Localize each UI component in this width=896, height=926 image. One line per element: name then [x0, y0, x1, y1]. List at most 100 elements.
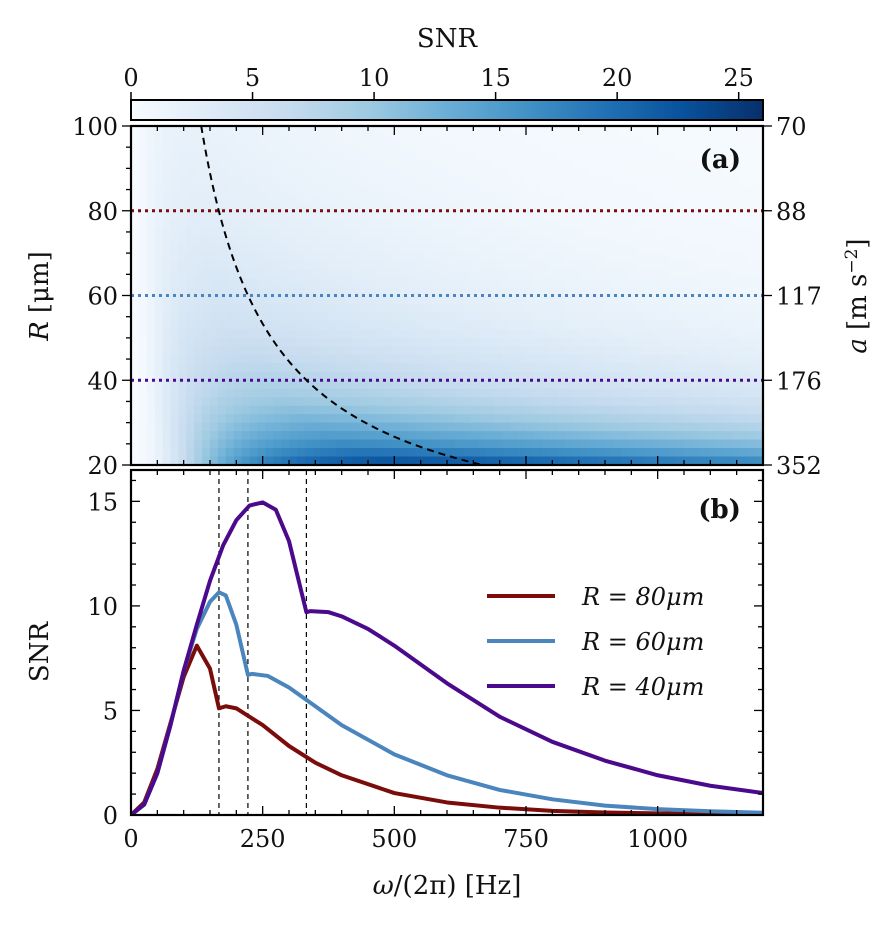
heatmap-cell — [407, 439, 416, 449]
heatmap-cell — [225, 202, 235, 212]
heatmap-cell — [605, 210, 614, 220]
heatmap-cell — [549, 320, 559, 330]
heatmap-cell — [691, 312, 701, 322]
heatmap-cell — [431, 168, 440, 178]
heatmap-cell — [605, 337, 614, 347]
heatmap-cell — [328, 278, 337, 288]
heatmap-cell — [502, 176, 511, 186]
heatmap-cell — [628, 303, 638, 314]
heatmap-cell — [628, 151, 638, 161]
heatmap-cell — [233, 236, 243, 246]
heatmap-cell — [494, 380, 503, 390]
heatmap-cell — [170, 287, 179, 297]
heatmap-cell — [541, 176, 551, 186]
heatmap-cell — [210, 159, 219, 169]
panel-b-label: (b) — [698, 495, 741, 525]
heatmap-cell — [605, 219, 614, 229]
heatmap-cell — [131, 176, 140, 186]
heatmap-cell — [217, 380, 227, 390]
heatmap-cell — [597, 227, 606, 237]
heatmap-cell — [312, 388, 322, 398]
heatmap-cell — [225, 354, 235, 364]
heatmap-cell — [391, 388, 401, 398]
heatmap-cell — [518, 380, 527, 390]
heatmap-cell — [399, 312, 409, 322]
heatmap-cell — [747, 456, 756, 465]
heatmap-cell — [186, 193, 195, 203]
heatmap-cell — [210, 278, 219, 288]
heatmap-cell — [691, 219, 701, 229]
heatmap-cell — [557, 261, 567, 271]
heatmap-cell — [249, 244, 258, 254]
heatmap-cell — [557, 312, 567, 322]
heatmap-cell — [715, 159, 725, 169]
heatmap-cell — [755, 397, 763, 407]
heatmap-cell — [344, 185, 353, 195]
heatmap-cell — [668, 363, 677, 373]
heatmap-cell — [138, 295, 148, 305]
heatmap-cell — [344, 422, 353, 432]
heatmap-cell — [249, 236, 258, 246]
heatmap-cell — [304, 185, 314, 195]
heatmap-cell — [154, 405, 164, 415]
heatmap-cell — [178, 448, 187, 458]
heatmap-cell — [233, 448, 243, 458]
heatmap-cell — [502, 329, 511, 339]
heatmap-cell — [399, 380, 409, 390]
heatmap-cell — [281, 388, 290, 398]
heatmap-cell — [170, 414, 179, 424]
heatmap-cell — [415, 397, 424, 407]
colorbar-cell — [304, 100, 310, 120]
heatmap-cell — [715, 380, 725, 390]
heatmap-cell — [494, 244, 503, 254]
heatmap-cell — [510, 151, 519, 161]
heatmap-cell — [731, 202, 740, 212]
heatmap-cell — [273, 159, 282, 169]
heatmap-cell — [478, 236, 488, 246]
heatmap-cell — [423, 405, 432, 415]
heatmap-cell — [612, 236, 622, 246]
heatmap-cell — [723, 431, 732, 441]
heatmap-cell — [391, 278, 401, 288]
heatmap-cell — [375, 439, 385, 449]
heatmap-cell — [415, 244, 424, 254]
heatmap-cell — [549, 303, 559, 314]
heatmap-cell — [336, 126, 345, 136]
heatmap-cell — [320, 202, 330, 212]
heatmap-cell — [146, 439, 156, 449]
heatmap-cell — [431, 320, 440, 330]
heatmap-cell — [699, 202, 709, 212]
heatmap-cell — [249, 312, 258, 322]
heatmap-cell — [344, 126, 353, 136]
heatmap-cell — [454, 371, 464, 381]
heatmap-cell — [541, 346, 551, 356]
heatmap-cell — [510, 320, 519, 330]
heatmap-cell — [210, 202, 219, 212]
heatmap-cell — [194, 388, 203, 398]
heatmap-cell — [360, 176, 369, 186]
heatmap-cell — [723, 371, 732, 381]
heatmap-cell — [391, 346, 401, 356]
heatmap-cell — [573, 397, 582, 407]
heatmap-cell — [146, 126, 156, 136]
heatmap-cell — [541, 202, 551, 212]
heatmap-cell — [273, 354, 282, 364]
heatmap-cell — [628, 159, 638, 169]
heatmap-cell — [194, 244, 203, 254]
colorbar-cell — [281, 100, 286, 120]
heatmap-cell — [731, 193, 740, 203]
heatmap-cell — [131, 287, 140, 297]
heatmap-cell — [668, 320, 677, 330]
colorbar-cell — [605, 100, 610, 120]
heatmap-cell — [265, 210, 274, 220]
heatmap-cell — [612, 185, 622, 195]
heatmap-cell — [644, 346, 653, 356]
heatmap-cell — [178, 168, 187, 178]
colorbar-cell — [557, 100, 563, 120]
heatmap-cell — [612, 134, 622, 144]
heatmap-cell — [344, 202, 353, 212]
right-axis-tick-label: 70 — [776, 113, 807, 141]
heatmap-cell — [747, 236, 756, 246]
heatmap-cell — [399, 287, 409, 297]
heatmap-cell — [146, 405, 156, 415]
